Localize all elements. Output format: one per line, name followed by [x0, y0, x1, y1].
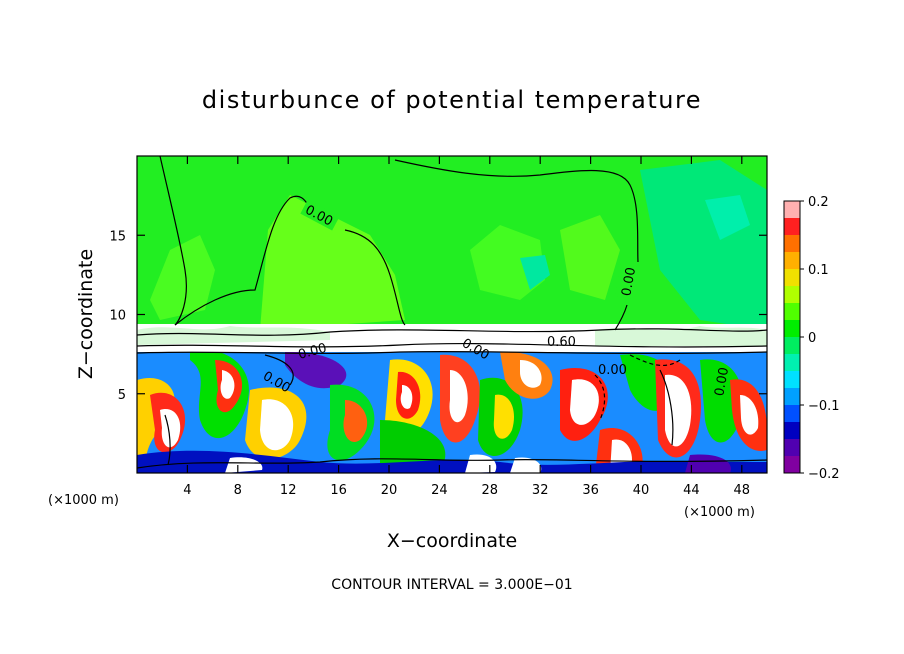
colorbar-swatch — [784, 456, 800, 474]
upper-warm-patch — [150, 235, 215, 320]
colorbar-swatch — [784, 218, 800, 236]
colorbar-swatch — [784, 320, 800, 338]
contour-label: 0.00 — [619, 266, 639, 297]
chart-title: disturbunce of potential temperature — [201, 86, 703, 114]
contour-line — [264, 354, 294, 386]
colorbar-swatch — [784, 235, 800, 253]
colorbar-swatch — [784, 422, 800, 440]
colorbar-swatch — [784, 286, 800, 304]
x-axis-title: X−coordinate — [387, 530, 517, 552]
contour-label: 0.00 — [297, 341, 329, 363]
colorbar-swatch — [784, 388, 800, 406]
contour-line — [344, 229, 406, 326]
colorbar-swatch — [784, 303, 800, 321]
interface-noise — [137, 326, 330, 345]
colorbar-swatch — [784, 439, 800, 457]
colorbar-swatch — [784, 201, 800, 219]
y-tick-label: 10 — [109, 309, 126, 324]
contour-line — [137, 342, 767, 348]
colorbar-swatch — [784, 371, 800, 389]
x-tick-label: 20 — [381, 483, 398, 498]
contour-line — [629, 354, 681, 367]
contour-line — [137, 458, 767, 469]
contour-line — [137, 350, 767, 355]
lower-layer-field — [137, 352, 767, 473]
upper-cool-patch — [705, 195, 750, 240]
contour-line — [137, 328, 767, 336]
contour-line — [164, 414, 171, 466]
x-tick-label: 32 — [532, 483, 549, 498]
contour-line — [614, 304, 628, 331]
x-tick-label: 28 — [482, 483, 499, 498]
colorbar-swatch — [784, 337, 800, 355]
y-tick-label: 15 — [109, 229, 126, 244]
contour-line — [659, 369, 674, 446]
colorbar-tick-label: 0 — [808, 331, 816, 346]
x-tick-label: 12 — [280, 483, 297, 498]
y-axis: 5 10 15 — [109, 229, 767, 403]
colorbar-tick-label: −0.2 — [808, 467, 840, 482]
x-tick-label: 24 — [431, 483, 448, 498]
upper-warm-patch — [260, 195, 405, 330]
contour-line — [174, 195, 309, 326]
y-tick-label: 5 — [118, 388, 126, 403]
contour-label: 0.00 — [712, 366, 732, 397]
colorbar-swatch — [784, 252, 800, 270]
contour-line — [594, 374, 606, 421]
contour-label: 0.00 — [598, 363, 627, 378]
upper-warm-patch — [470, 225, 545, 300]
upper-warm-patch — [560, 215, 620, 300]
x-tick-label: 8 — [234, 483, 242, 498]
x-axis: 4 8 12 16 20 24 28 32 36 40 44 48 — [183, 156, 750, 498]
x-tick-label: 44 — [683, 483, 700, 498]
x-tick-label: 40 — [633, 483, 650, 498]
y-axis-title: Z−coordinate — [75, 249, 97, 379]
x-tick-label: 4 — [183, 483, 191, 498]
colorbar-tick-label: 0.1 — [808, 263, 829, 278]
contour-line — [394, 159, 639, 263]
contour-interval-note: CONTOUR INTERVAL = 3.000E−01 — [331, 577, 573, 593]
x-unit-label-left: (×1000 m) — [48, 493, 119, 508]
contour-line — [159, 156, 187, 326]
colorbar: 0.2 0.1 0 −0.1 −0.2 — [783, 195, 840, 482]
x-tick-label: 36 — [582, 483, 599, 498]
upper-cool-patch — [520, 255, 550, 290]
x-unit-label-right: (×1000 m) — [684, 505, 755, 520]
x-tick-label: 48 — [734, 483, 751, 498]
colorbar-swatch — [784, 405, 800, 423]
contour-lines — [137, 156, 767, 469]
x-tick-label: 16 — [330, 483, 347, 498]
contour-label: 0.60 — [547, 335, 576, 350]
colorbar-swatch — [784, 269, 800, 287]
colorbar-tick-label: 0.2 — [808, 195, 829, 210]
colorbar-swatch — [784, 354, 800, 372]
colorbar-tick-label: −0.1 — [808, 399, 840, 414]
